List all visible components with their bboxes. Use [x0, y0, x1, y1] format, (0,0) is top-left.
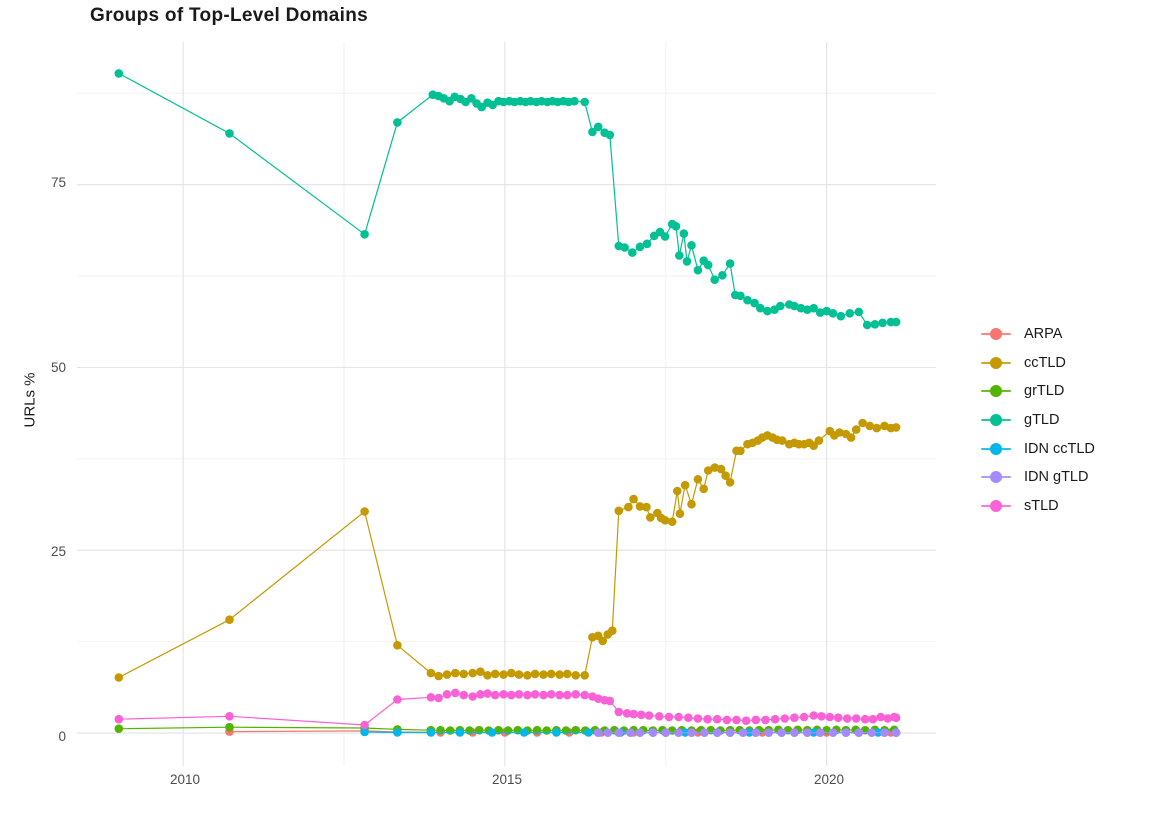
legend-item-grtld: grTLD [981, 377, 1095, 406]
legend-item-stld: sTLD [981, 492, 1095, 521]
legend-key-icon [981, 328, 1011, 341]
series-stld [114, 688, 901, 730]
chart-title: Groups of Top-Level Domains [90, 5, 368, 26]
series-idn-gtld [593, 728, 901, 737]
y-tick-0: 0 [58, 729, 66, 744]
legend-item-cctld: ccTLD [981, 349, 1095, 378]
legend-key-icon [981, 499, 1011, 512]
gridlines-major [77, 42, 936, 766]
series-gtld [114, 69, 901, 330]
gridlines-minor [77, 42, 936, 766]
y-axis-label: URLs % [21, 372, 39, 428]
legend-item-arpa: ARPA [981, 320, 1095, 349]
legend-key-icon [981, 385, 1011, 398]
series-cctld [114, 418, 901, 682]
legend-key-icon [981, 356, 1011, 369]
y-tick-50: 50 [50, 360, 66, 375]
x-tick-2015: 2015 [491, 772, 523, 787]
x-tick-2010: 2010 [169, 772, 201, 787]
legend-label: gTLD [1024, 412, 1060, 429]
legend-label: sTLD [1024, 497, 1059, 514]
x-tick-2020: 2020 [813, 772, 845, 787]
legend-label: ARPA [1024, 326, 1063, 343]
legend-label: IDN ccTLD [1024, 440, 1095, 457]
legend-label: ccTLD [1024, 354, 1066, 371]
legend-key-icon [981, 442, 1011, 455]
legend-item-idn-gtld: IDN gTLD [981, 463, 1095, 492]
legend-item-idn-cctld: IDN ccTLD [981, 434, 1095, 463]
y-tick-25: 25 [50, 544, 66, 559]
legend: ARPA ccTLD grTLD gTLD IDN ccTLD IDN gTLD… [981, 320, 1095, 520]
legend-label: IDN gTLD [1024, 469, 1089, 486]
y-tick-75: 75 [50, 175, 66, 190]
legend-label: grTLD [1024, 383, 1065, 400]
legend-item-gtld: gTLD [981, 406, 1095, 435]
legend-key-icon [981, 414, 1011, 427]
legend-key-icon [981, 471, 1011, 484]
